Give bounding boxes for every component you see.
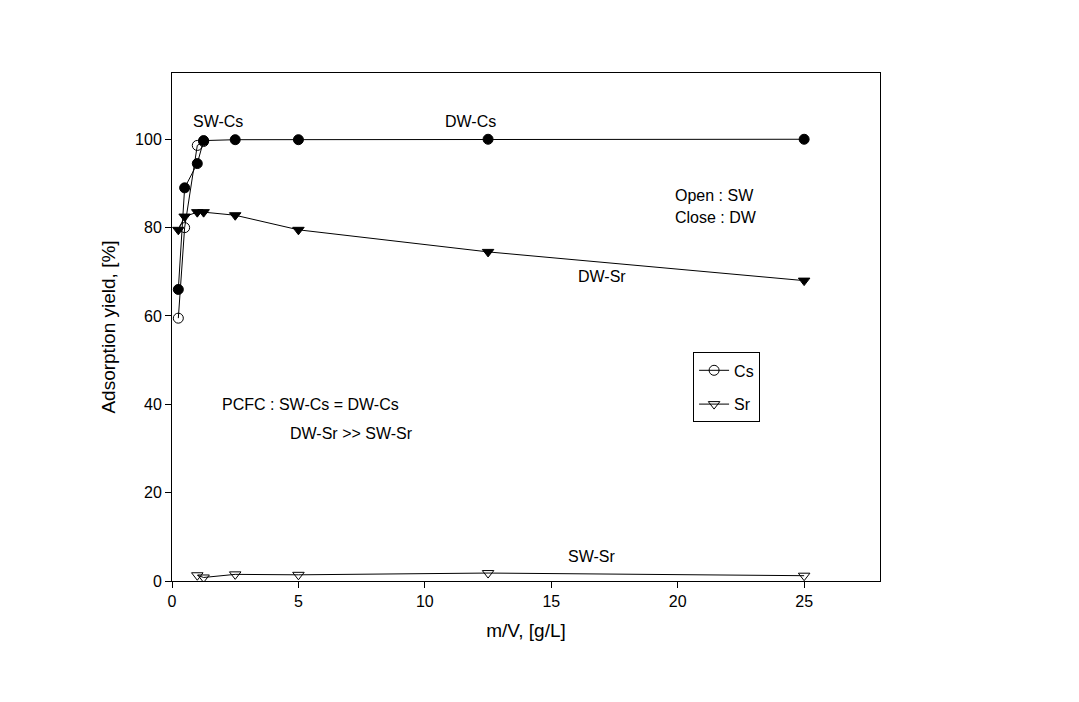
svg-text:60: 60: [144, 308, 162, 325]
svg-text:25: 25: [795, 593, 813, 610]
svg-text:DW-Sr >> SW-Sr: DW-Sr >> SW-Sr: [290, 425, 413, 442]
svg-text:Close : DW: Close : DW: [675, 209, 757, 226]
svg-text:80: 80: [144, 219, 162, 236]
svg-text:5: 5: [294, 593, 303, 610]
svg-text:15: 15: [542, 593, 560, 610]
svg-text:Open : SW: Open : SW: [675, 187, 754, 204]
svg-text:40: 40: [144, 396, 162, 413]
svg-text:Sr: Sr: [734, 396, 751, 413]
svg-text:DW-Cs: DW-Cs: [445, 113, 496, 130]
svg-text:10: 10: [416, 593, 434, 610]
svg-text:0: 0: [168, 593, 177, 610]
svg-text:20: 20: [144, 484, 162, 501]
svg-text:Cs: Cs: [734, 363, 754, 380]
svg-text:100: 100: [135, 131, 162, 148]
svg-text:0: 0: [153, 573, 162, 590]
svg-text:SW-Sr: SW-Sr: [568, 548, 615, 565]
svg-text:Adsorption yield, [%]: Adsorption yield, [%]: [98, 240, 119, 413]
svg-text:DW-Sr: DW-Sr: [578, 268, 626, 285]
svg-text:SW-Cs: SW-Cs: [193, 113, 243, 130]
svg-text:20: 20: [669, 593, 687, 610]
svg-text:m/V, [g/L]: m/V, [g/L]: [486, 620, 566, 641]
svg-text:PCFC : SW-Cs = DW-Cs: PCFC : SW-Cs = DW-Cs: [222, 396, 399, 413]
